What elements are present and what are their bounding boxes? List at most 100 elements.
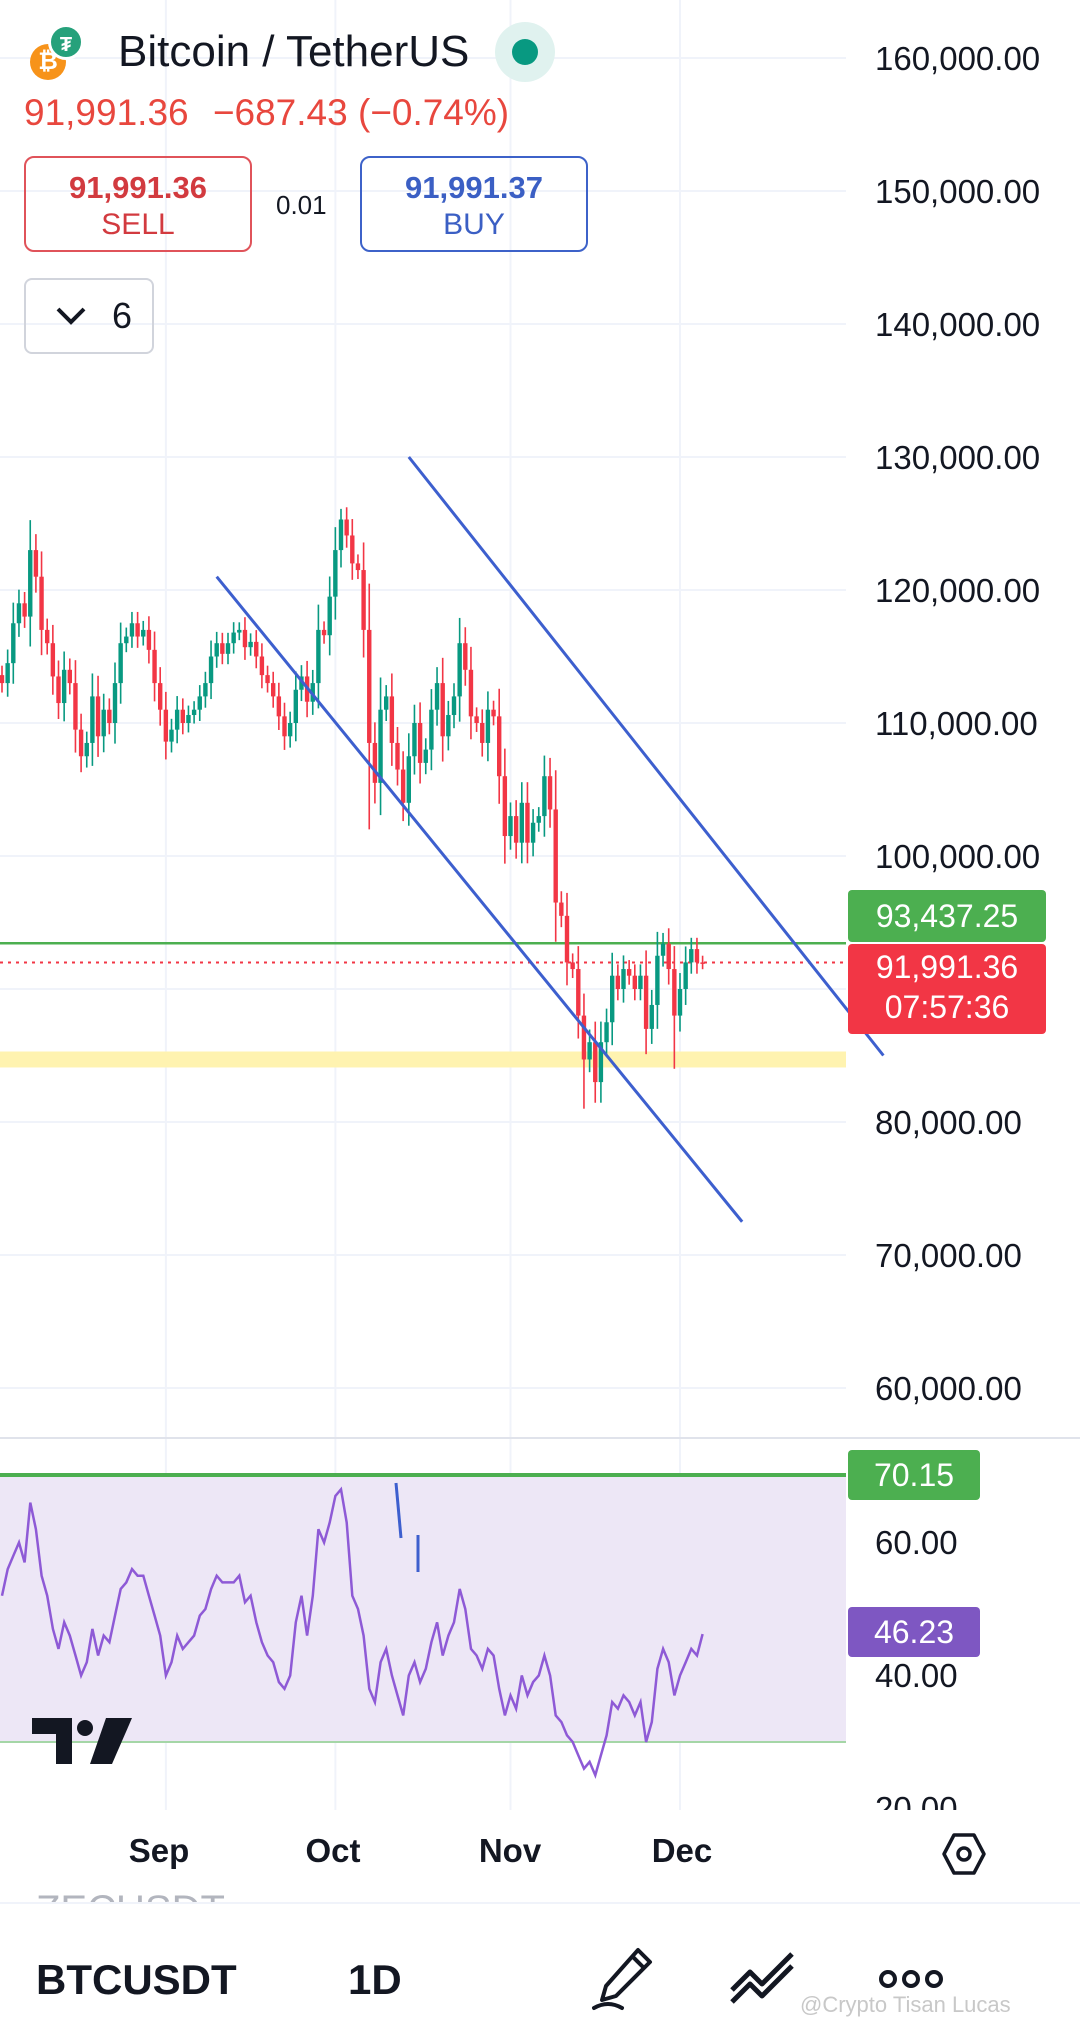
candle-body (666, 943, 671, 970)
candle-body (474, 716, 479, 723)
candle-body (152, 649, 157, 684)
candle-body (525, 802, 530, 843)
more-options-icon[interactable] (876, 1944, 946, 2014)
rsi-upper-badge[interactable]: 70.15 (848, 1450, 980, 1500)
tether-icon: ₮ (48, 24, 84, 60)
candle-body (61, 669, 67, 704)
candle-countdown: 07:57:36 (884, 989, 1010, 1025)
candle-body (542, 776, 547, 817)
candle-body (146, 629, 152, 650)
collapse-indicators-button[interactable]: 6 (24, 278, 154, 354)
candle-body (276, 696, 282, 717)
candle-body (367, 629, 372, 743)
candle-body (497, 716, 502, 777)
candle-body (406, 756, 411, 803)
candle-body (660, 943, 666, 956)
candle-body (259, 656, 265, 676)
date-axis-label: Dec (651, 1832, 713, 1869)
candle-body (5, 663, 10, 684)
candle-body (429, 709, 434, 750)
interval-selector[interactable]: 1D (348, 1956, 402, 2003)
candle-body (225, 643, 231, 654)
btc-usdt-icon: ₿ ₮ (24, 22, 94, 82)
candle-body (107, 709, 112, 723)
candles (0, 507, 705, 1109)
chart-canvas[interactable] (0, 0, 1080, 1810)
rsi-axis-label: 20.00 (875, 1790, 958, 1810)
candle-body (463, 643, 468, 670)
candle-body (197, 696, 202, 710)
candle-body (604, 1022, 609, 1043)
sell-button[interactable]: 91,991.36 SELL (24, 156, 252, 252)
candle-body (434, 683, 440, 710)
date-axis-label: Sep (128, 1832, 190, 1869)
rsi-axis-label: 60.00 (875, 1524, 958, 1561)
chart-settings-icon[interactable] (940, 1830, 988, 1878)
candle-body (451, 696, 457, 716)
channel-upper-line[interactable] (407, 456, 885, 1057)
candle-body (689, 949, 694, 963)
candle-body (158, 683, 163, 710)
candle-body (73, 683, 78, 730)
candle-body (395, 742, 400, 770)
candle-body (174, 709, 180, 730)
candle-body (248, 641, 253, 648)
price-axis-label: 80,000.00 (875, 1104, 1022, 1141)
rsi-background (0, 1475, 846, 1742)
candle-body (598, 1042, 604, 1083)
last-price: 91,991.36 (24, 92, 189, 133)
candle-body (90, 696, 95, 743)
candle-body (203, 683, 208, 697)
candle-body (672, 969, 677, 1016)
candle-body (112, 683, 118, 723)
candle-body (615, 975, 621, 989)
buy-price: 91,991.37 (405, 170, 543, 205)
candle-body (502, 776, 508, 837)
candle-body (536, 816, 541, 823)
candle-body (632, 975, 637, 989)
candle-body (28, 550, 33, 617)
candle-body (191, 709, 197, 716)
candle-body (389, 696, 395, 743)
candle-body (95, 696, 101, 737)
last-price-badge[interactable]: 91,991.36 07:57:36 (848, 944, 1046, 1034)
candle-body (56, 676, 61, 704)
candle-body (468, 669, 474, 717)
candle-body (547, 776, 553, 810)
resistance-level-badge[interactable]: 93,437.25 (848, 890, 1046, 942)
candle-body (129, 623, 135, 637)
candle-body (446, 715, 451, 737)
pair-title[interactable]: Bitcoin / TetherUS (118, 27, 470, 76)
price-change: −687.43 (−0.74%) (212, 92, 510, 133)
candle-body (208, 656, 214, 684)
candle-body (45, 629, 50, 644)
candle-body (440, 683, 445, 737)
pencil-icon[interactable] (588, 1944, 658, 2014)
candle-body (655, 955, 660, 1005)
candle-body (576, 969, 581, 1016)
market-open-icon[interactable] (495, 22, 556, 82)
price-axis-label: 70,000.00 (875, 1237, 1022, 1274)
annotation-stroke[interactable] (394, 1482, 403, 1539)
candle-body (0, 675, 5, 684)
bottom-toolbar: BTCUSDT 1D @Crypto Tisan Lucas (0, 1902, 1080, 2030)
candle-body (78, 729, 84, 757)
candle-body (519, 802, 524, 843)
candle-body (378, 709, 383, 783)
symbol-selector[interactable]: BTCUSDT (36, 1956, 237, 2003)
candle-body (485, 709, 491, 743)
candle-body (220, 643, 225, 654)
candle-body (694, 949, 700, 963)
channel-lower-line[interactable] (215, 575, 744, 1223)
buy-button[interactable]: 91,991.37 BUY (360, 156, 588, 252)
rsi-value-badge[interactable]: 46.23 (848, 1607, 980, 1657)
candle-body (287, 723, 293, 737)
buy-label: BUY (443, 208, 505, 241)
price-axis-label: 120,000.00 (875, 572, 1041, 609)
candle-body (293, 689, 298, 723)
title-row[interactable]: ₿ ₮ Bitcoin / TetherUS (24, 22, 556, 82)
rsi-axis-label: 40.00 (875, 1657, 958, 1694)
tradingview-logo (32, 1718, 132, 1764)
price-axis-label: 100,000.00 (875, 838, 1041, 875)
trend-lines-icon[interactable] (728, 1944, 798, 2014)
